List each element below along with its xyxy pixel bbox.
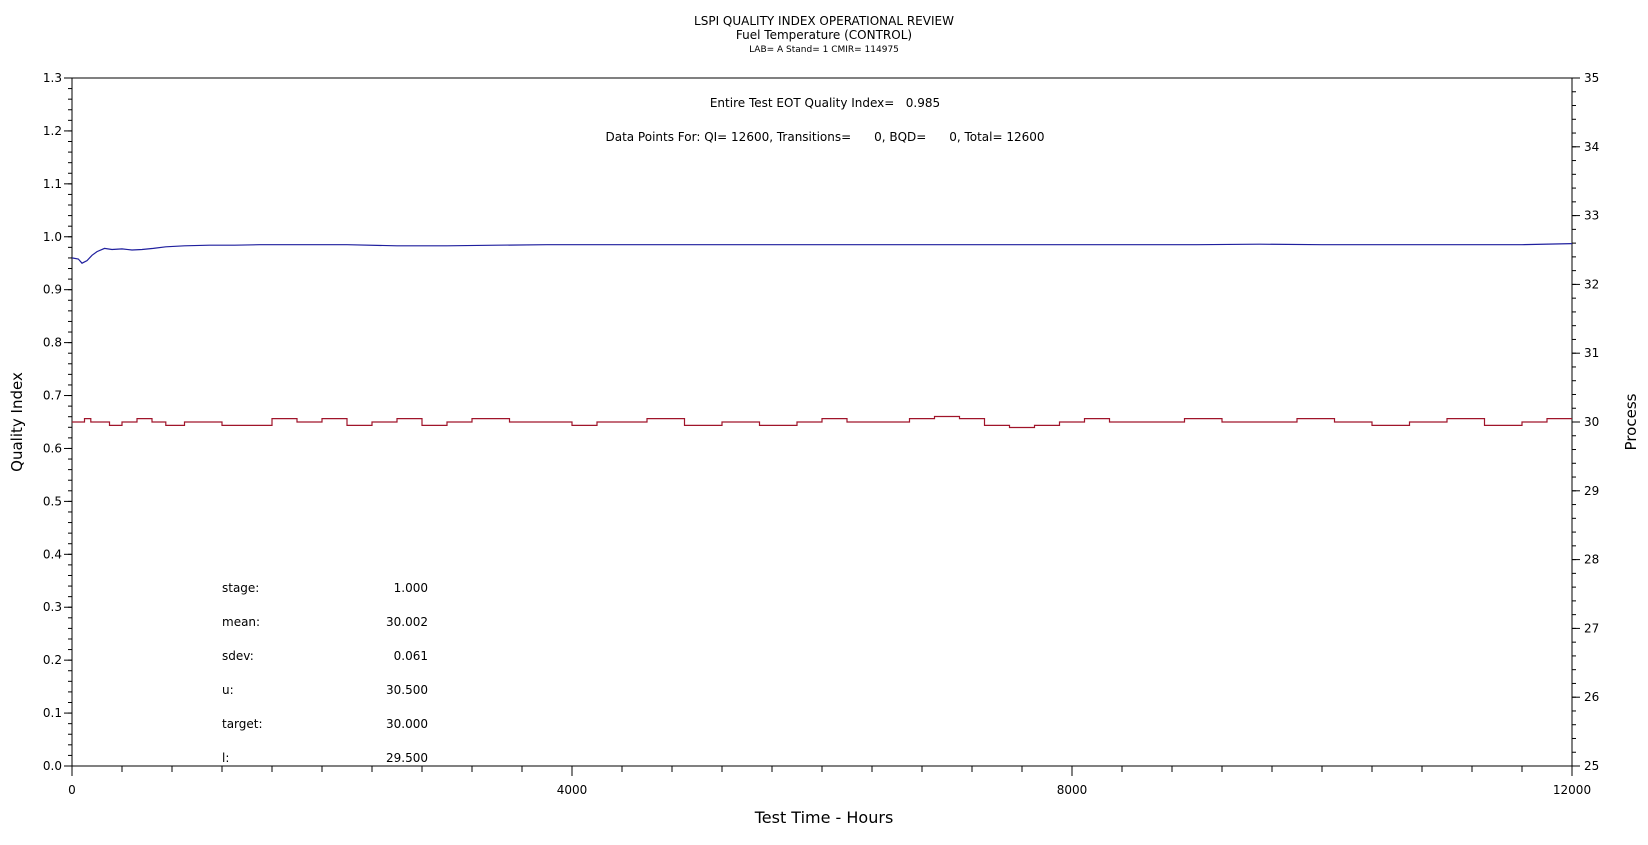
y2-tick-label: 33 (1584, 209, 1599, 223)
y-tick-label: 0.3 (43, 600, 62, 614)
y-tick-label: 0.2 (43, 653, 62, 667)
series-group (71, 243, 1573, 429)
y2-axis-label: Process (1622, 393, 1640, 450)
stat-value: 30.000 (386, 717, 428, 731)
chart-title: LSPI QUALITY INDEX OPERATIONAL REVIEW (694, 14, 954, 28)
y-tick-label: 0.1 (43, 706, 62, 720)
data-points-annotation: Data Points For: QI= 12600, Transitions=… (605, 130, 1044, 144)
y-tick-label: 0.9 (43, 283, 62, 297)
y2-tick-label: 25 (1584, 759, 1599, 773)
x-axis-label: Test Time - Hours (754, 808, 894, 827)
stat-label: target: (222, 717, 263, 731)
y-tick-label: 0.8 (43, 336, 62, 350)
y-tick-label: 1.3 (43, 71, 62, 85)
stat-label: l: (222, 751, 229, 765)
quality-index-series-line (71, 243, 1573, 264)
y2-tick-label: 30 (1584, 415, 1599, 429)
y2-tick-label: 35 (1584, 71, 1599, 85)
y2-tick-label: 27 (1584, 621, 1599, 635)
chart-lab-line: LAB= A Stand= 1 CMIR= 114975 (749, 45, 899, 55)
y-tick-label: 0.7 (43, 389, 62, 403)
stat-label: u: (222, 683, 234, 697)
y2-tick-label: 28 (1584, 553, 1599, 567)
x-tick-label: 0 (68, 783, 76, 797)
stat-value: 1.000 (394, 581, 428, 595)
y-tick-label: 1.1 (43, 177, 62, 191)
y-tick-label: 0.0 (43, 759, 62, 773)
quality-index-annotation: Entire Test EOT Quality Index= 0.985 (710, 96, 940, 110)
chart-subtitle: Fuel Temperature (CONTROL) (736, 28, 912, 42)
process-series-line (72, 415, 1572, 429)
y-tick-label: 0.4 (43, 547, 62, 561)
stat-value: 30.002 (386, 615, 428, 629)
y-tick-label: 0.6 (43, 441, 62, 455)
stat-label: sdev: (222, 649, 254, 663)
stat-value: 29.500 (386, 751, 428, 765)
y2-tick-label: 32 (1584, 277, 1599, 291)
x-tick-label: 4000 (557, 783, 588, 797)
x-axis: 0 4000 8000 12000 (68, 766, 1591, 797)
x-tick-label: 8000 (1057, 783, 1088, 797)
stat-value: 30.500 (386, 683, 428, 697)
stat-label: mean: (222, 615, 260, 629)
y2-tick-label: 31 (1584, 346, 1599, 360)
y-tick-label: 1.0 (43, 230, 62, 244)
y-axis-label: Quality Index (8, 372, 26, 472)
y-axis-left: 0.0 0.1 0.2 0.3 0.4 0.5 0.6 0.7 0.8 0.9 1.0 1.1 1.2 1… (43, 71, 72, 773)
y2-tick-label: 34 (1584, 140, 1599, 154)
y-tick-label: 1.2 (43, 124, 62, 138)
y2-tick-label: 29 (1584, 484, 1599, 498)
y2-tick-label: 26 (1584, 690, 1599, 704)
x-tick-label: 12000 (1553, 783, 1591, 797)
y-axis-right: 25 26 27 28 29 30 31 32 33 34 35 (1572, 71, 1599, 773)
y-tick-label: 0.5 (43, 494, 62, 508)
stat-label: stage: (222, 581, 259, 595)
stats-table: stage: 1.000 mean: 30.002 sdev: 0.061 u:… (222, 581, 428, 765)
stat-value: 0.061 (394, 649, 428, 663)
